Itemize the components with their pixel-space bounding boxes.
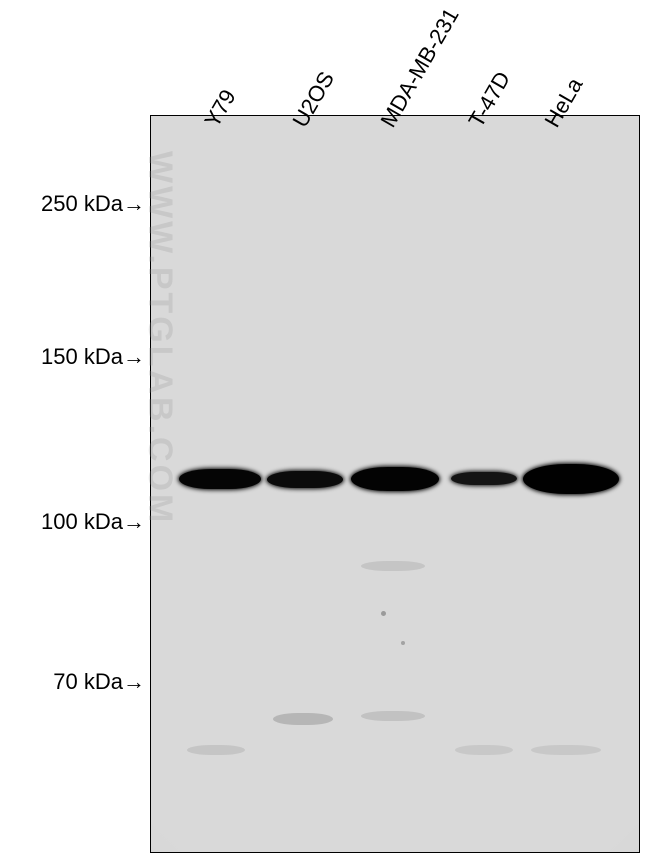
marker-label-2: 100 kDa→: [41, 509, 145, 535]
noise-spot-1: [401, 641, 405, 645]
blot-frame: WWW.PTGLAB.COM: [150, 115, 640, 853]
band-lane-1: [267, 471, 343, 488]
faint-band-0: [273, 713, 333, 725]
marker-label-3: 70 kDa→: [53, 669, 145, 695]
band-lane-0: [179, 469, 261, 489]
faint-band-3: [187, 745, 245, 755]
noise-spot-0: [381, 611, 386, 616]
western-blot-figure: WWW.PTGLAB.COM Y79U2OSMDA-MB-231T-47DHeL…: [0, 0, 650, 863]
band-lane-2: [351, 467, 439, 491]
marker-label-1: 150 kDa→: [41, 344, 145, 370]
bands-layer: [151, 116, 639, 852]
faint-band-2: [361, 711, 425, 721]
band-lane-3: [451, 472, 517, 485]
marker-label-0: 250 kDa→: [41, 191, 145, 217]
faint-band-4: [455, 745, 513, 755]
band-lane-4: [523, 464, 619, 494]
faint-band-1: [361, 561, 425, 571]
faint-band-5: [531, 745, 601, 755]
lane-label-2: MDA-MB-231: [375, 4, 464, 132]
